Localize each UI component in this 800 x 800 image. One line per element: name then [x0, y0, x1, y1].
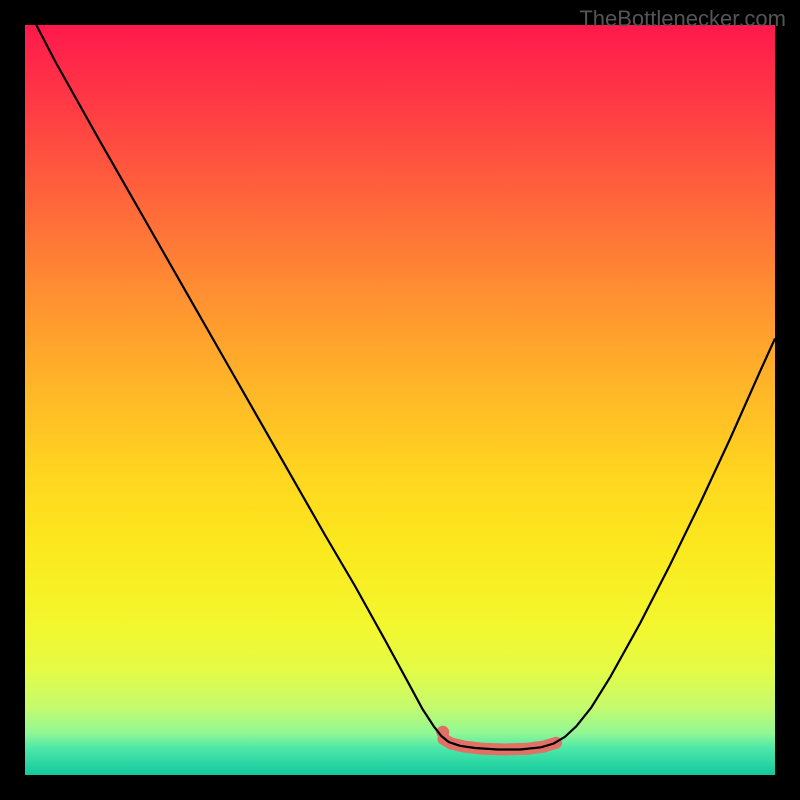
watermark-text: TheBottlenecker.com — [579, 6, 786, 32]
bottleneck-curve — [36, 25, 775, 750]
curve-layer — [25, 25, 775, 775]
plot-area — [25, 25, 775, 775]
chart-container: TheBottlenecker.com — [0, 0, 800, 800]
